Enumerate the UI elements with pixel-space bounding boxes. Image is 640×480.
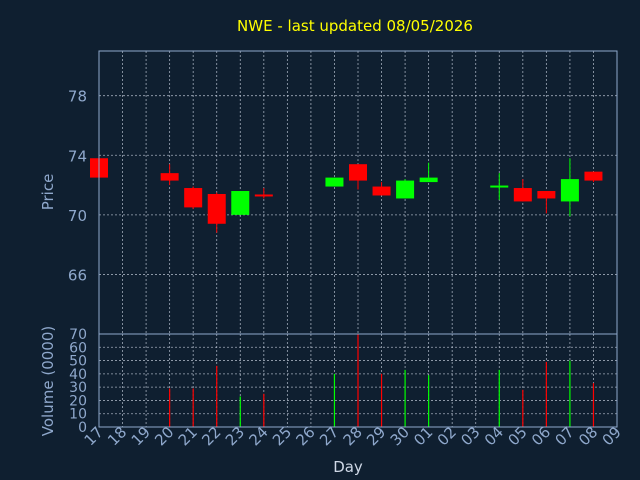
candle-body: [513, 188, 532, 202]
volume-tick-label: 40: [69, 367, 87, 383]
chart-title: NWE - last updated 08/05/2026: [237, 17, 473, 35]
candle-body: [372, 186, 391, 196]
candle-body: [396, 180, 415, 199]
volume-tick-label: 30: [69, 380, 87, 396]
candle-body: [160, 173, 179, 181]
price-tick-label: 70: [68, 207, 87, 225]
price-tick-label: 78: [68, 88, 87, 106]
candle-body: [325, 177, 344, 187]
price-tick-label: 66: [68, 266, 87, 284]
candle-body: [184, 188, 203, 208]
volume-axis-label: Volume (0000): [39, 326, 57, 436]
candle-body: [207, 193, 226, 224]
price-panel: 66 70 74 78: [68, 50, 618, 335]
candle-body: [537, 191, 556, 199]
candle-body: [419, 177, 438, 183]
volume-frame: [98, 333, 618, 428]
volume-tick-label: 70: [69, 327, 87, 343]
volume-tick-label: 20: [69, 393, 87, 409]
volume-tick-label: 10: [69, 407, 87, 423]
volume-tick-label: 60: [69, 340, 87, 356]
candle-body: [254, 194, 273, 197]
volume-tick-label: 0: [78, 420, 87, 436]
price-axis-label: Price: [39, 174, 57, 211]
candle-body: [349, 164, 367, 181]
volume-tick-label: 50: [69, 354, 87, 370]
candle-body: [490, 185, 509, 188]
volume-panel: 0102030405060701718192021222324252627282…: [69, 327, 625, 449]
x-axis-label: Day: [333, 458, 363, 476]
price-tick-label: 74: [68, 147, 87, 165]
candle-body: [584, 171, 603, 181]
candle-body: [231, 191, 250, 215]
candle-body: [560, 179, 579, 202]
